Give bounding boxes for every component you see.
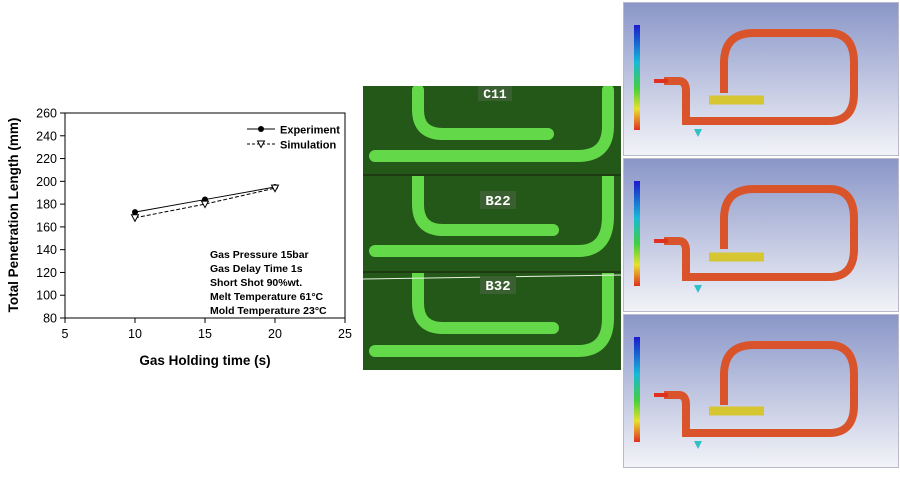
x-tick-label: 20 (268, 327, 282, 341)
photo-strip-c11: C11 (363, 86, 621, 174)
y-tick-label: 180 (36, 198, 57, 212)
y-tick-label: 200 (36, 175, 57, 189)
y-tick-label: 240 (36, 129, 57, 143)
y-axis-label: Total Penetration Length (mm) (6, 118, 21, 313)
annotation-mold-temperature: Mold Temperature 23°C (210, 305, 327, 317)
legend-marker-experiment (258, 126, 264, 132)
data-point-simulation (270, 184, 280, 193)
simulation-panel-2 (623, 158, 899, 312)
x-tick-label: 25 (338, 327, 352, 341)
y-tick-label: 160 (36, 220, 57, 234)
simulation-panel-1 (623, 2, 899, 156)
y-tick-label: 80 (43, 312, 57, 326)
simulation-panel-3 (623, 314, 899, 468)
legend: Experiment Simulation (247, 125, 340, 152)
data-point-simulation (130, 214, 140, 223)
process-annotations: Gas Pressure 15bar Gas Delay Time 1s Sho… (210, 249, 327, 317)
photo-label-b22: B22 (485, 194, 510, 210)
simulation-results (623, 0, 900, 470)
data-point-experiment (132, 209, 138, 216)
y-tick-label: 260 (36, 107, 57, 121)
y-tick-label: 220 (36, 152, 57, 166)
x-axis-label: Gas Holding time (s) (139, 353, 270, 368)
annotation-short-shot: Short Shot 90%wt. (210, 277, 302, 289)
legend-label-experiment: Experiment (280, 125, 340, 137)
annotation-gas-pressure: Gas Pressure 15bar (210, 249, 309, 261)
y-tick-label: 120 (36, 266, 57, 280)
legend-label-simulation: Simulation (280, 140, 337, 152)
annotation-melt-temperature: Melt Temperature 61°C (210, 291, 324, 303)
photo-strip-b22: B22 (363, 176, 621, 271)
y-tick-label: 140 (36, 243, 57, 257)
y-tick-label: 100 (36, 289, 57, 303)
x-tick-label: 5 (62, 327, 69, 341)
data-point-simulation (200, 200, 210, 209)
x-tick-label: 10 (128, 327, 142, 341)
legend-marker-simulation (256, 140, 266, 149)
short-shot-photos: C11 B22 B32 (363, 86, 621, 370)
photo-label-c11: C11 (483, 87, 507, 102)
photo-label-b32: B32 (485, 279, 510, 295)
photo-strip-b32: B32 (363, 273, 621, 370)
annotation-gas-delay: Gas Delay Time 1s (210, 263, 303, 275)
x-tick-label: 15 (198, 327, 212, 341)
